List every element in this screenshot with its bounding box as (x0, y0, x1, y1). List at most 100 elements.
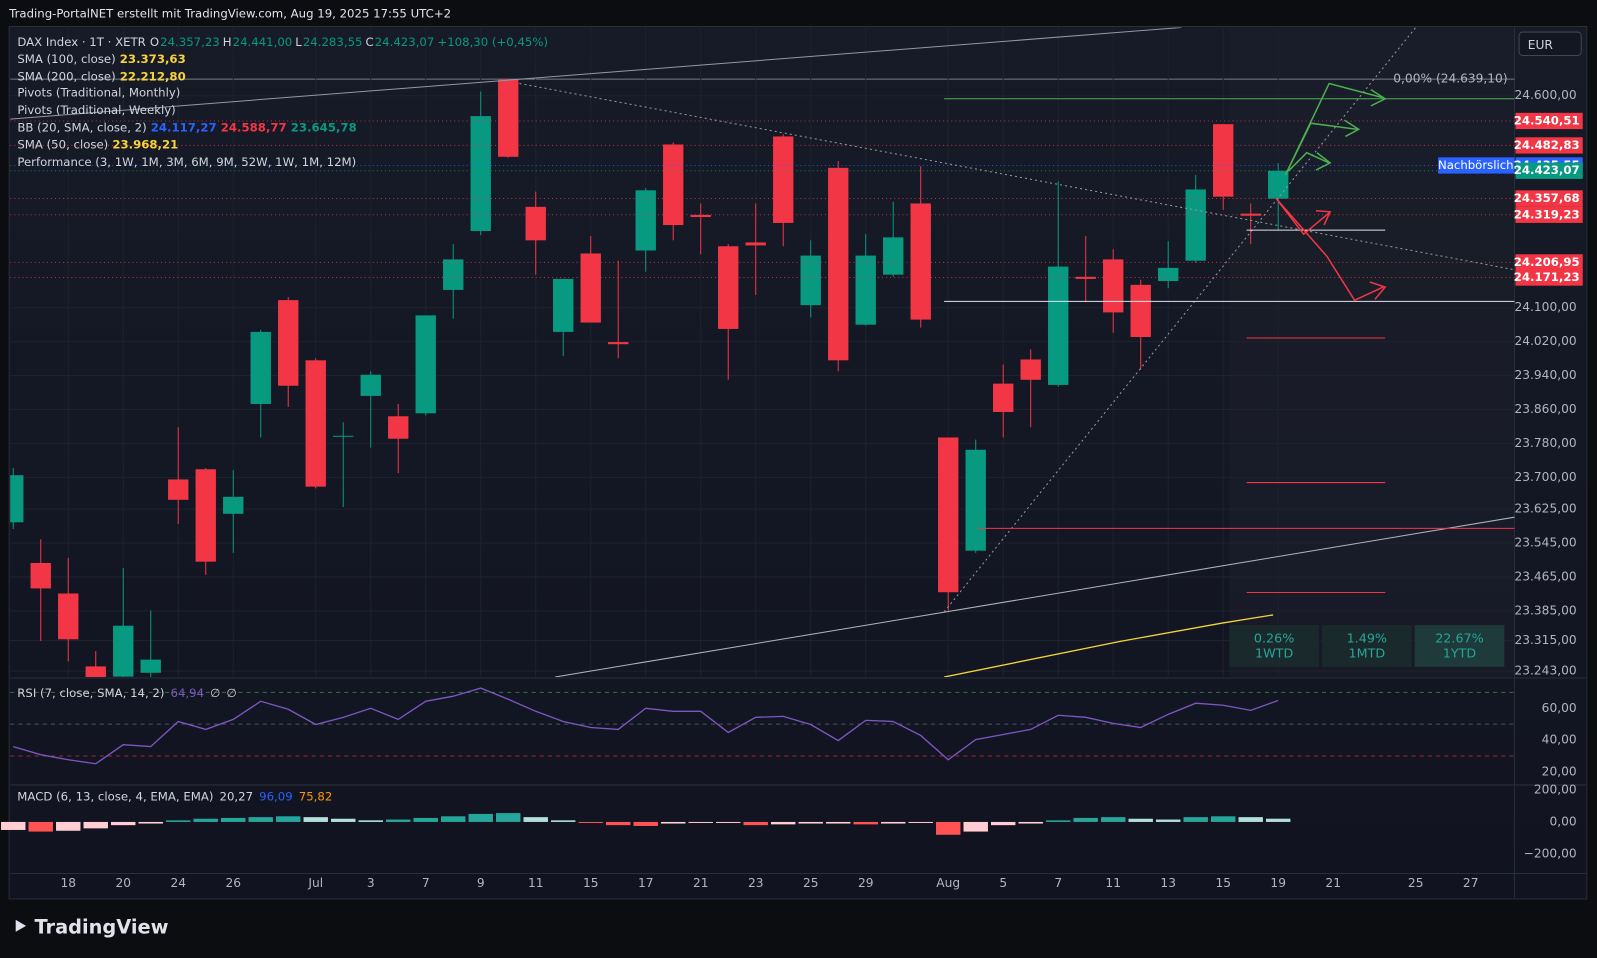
y-tick-label: 24.100,00 (1515, 300, 1577, 314)
price-label: 24.540,51 (1514, 113, 1580, 127)
macd-bar (880, 821, 906, 824)
performance-cell: 0.26% 1WTD (1229, 625, 1319, 667)
macd-bar (28, 821, 53, 832)
candle-body (635, 190, 656, 251)
indicator-value: 23.645,78 (290, 120, 357, 135)
x-tick-label: 11 (1105, 876, 1121, 890)
macd-bar (743, 821, 768, 826)
macd-bar (1210, 816, 1236, 822)
x-tick-label: 17 (638, 876, 654, 890)
rsi-extra: ∅ (210, 686, 220, 700)
ohlc-item: 24.283,55 (302, 34, 363, 49)
macd-bar (688, 821, 713, 823)
future-zone (1229, 27, 1515, 678)
performance-value: 22.67% (1435, 630, 1484, 646)
y-tick-label: 0,00 (1549, 814, 1576, 828)
x-tick-label: 25 (803, 876, 819, 890)
macd-bar (331, 818, 356, 822)
macd-bar (908, 821, 933, 823)
price-label-box (1515, 137, 1583, 154)
candle-body (718, 246, 739, 329)
macd-bar (248, 817, 273, 822)
candle-body (58, 593, 79, 640)
macd-bar (853, 821, 878, 825)
rsi-pane: RSI (7, close, SMA, 14, 2) 64,94 ∅ ∅ (10, 686, 1515, 765)
y-tick-label: 23.385,00 (1515, 603, 1577, 617)
price-label-box (1515, 254, 1583, 271)
x-tick-label: 27 (1463, 876, 1479, 890)
ohlc-item: O (149, 34, 160, 49)
macd-bar (661, 821, 686, 824)
candle-body (938, 437, 959, 593)
macd-bar (1100, 817, 1126, 822)
candle-body (1130, 284, 1151, 337)
x-tick-label: 25 (1408, 876, 1424, 890)
fib-label: 0,00% (24.639,10) (1393, 72, 1507, 86)
macd-bar (111, 821, 136, 826)
macd-bar (193, 818, 218, 822)
macd-bar (358, 820, 383, 822)
macd-bar (386, 819, 411, 822)
indicator-name: Pivots (Traditional, Monthly) (17, 85, 181, 101)
indicator-value: 23.968,21 (112, 137, 179, 152)
candle-body (85, 666, 106, 678)
performance-value: 1.49% (1346, 630, 1388, 646)
price-tag: Nachbörslich (1438, 158, 1514, 172)
y-tick-label: 23.465,00 (1515, 569, 1577, 583)
candle-body (195, 469, 216, 562)
main-pane: 0,00% (24.639,10) (10, 27, 1515, 678)
rsi-value: 64,94 (171, 686, 205, 700)
x-tick-label: 21 (693, 876, 709, 890)
x-tick-label: 13 (1160, 876, 1176, 890)
y-tick-label: 23.625,00 (1515, 502, 1577, 516)
macd-bar (551, 820, 576, 822)
y-tick-label: 23.545,00 (1515, 536, 1577, 550)
indicator-row: SMA (100, close) 23.373,63 (17, 51, 555, 68)
projection-arrow (1275, 198, 1387, 302)
macd-bar (523, 817, 548, 822)
macd-value: 20,27 (220, 790, 254, 804)
indicator-row: SMA (50, close) 23.968,21 (17, 136, 555, 153)
x-tick-label: 26 (225, 876, 241, 890)
indicator-name: Pivots (Traditional, Weekly) (17, 103, 176, 118)
ohlc: O24.357,23 H24.441,00 L24.283,55 C24.423,07… (150, 35, 551, 49)
candle-body (608, 342, 629, 345)
macd-bar (935, 821, 961, 835)
performance-period: 1WTD (1254, 645, 1294, 661)
indicator-row: Performance (3, 1W, 1M, 3M, 6M, 9M, 52W,… (17, 153, 555, 170)
macd-bar (138, 821, 163, 824)
y-tick-label: 24.600,00 (1515, 88, 1577, 102)
logo: ⯈ TradingView (12, 916, 168, 938)
candle-body (553, 278, 574, 332)
ohlc-item: C (365, 34, 374, 49)
macd-bar (468, 813, 493, 822)
macd-bar (1265, 818, 1291, 822)
candle-body (1213, 124, 1234, 197)
indicator-value: 23.373,63 (119, 51, 186, 66)
symbol: DAX Index · 1T · XETR (17, 34, 146, 49)
trend-line (10, 27, 1182, 120)
macd-bar (221, 817, 246, 822)
x-tick-label: 7 (422, 876, 430, 890)
macd-bar (633, 821, 658, 826)
price-label: 24.206,95 (1514, 255, 1580, 269)
candle-body (993, 383, 1014, 413)
candle-body (745, 242, 766, 246)
macd-bar (1155, 819, 1181, 822)
x-tick-label: 11 (528, 876, 544, 890)
ohlc-item: 24.357,23 (160, 34, 220, 49)
candle-body (498, 79, 519, 157)
macd-bar (166, 820, 191, 822)
y-tick-label: 20,00 (1542, 764, 1577, 778)
x-tick-label: 5 (999, 876, 1007, 890)
macd-value: 96,09 (259, 790, 293, 804)
candle-body (1240, 213, 1261, 216)
macd-bar (825, 821, 851, 824)
indicator-name: Performance (3, 1W, 1M, 3M, 6M, 9M, 52W,… (17, 154, 357, 169)
currency-button[interactable]: EUR (1518, 31, 1582, 56)
x-tick-label: Jul (307, 876, 323, 890)
performance-period: 1YTD (1442, 645, 1477, 661)
indicator-name: SMA (100, close) (17, 51, 116, 66)
